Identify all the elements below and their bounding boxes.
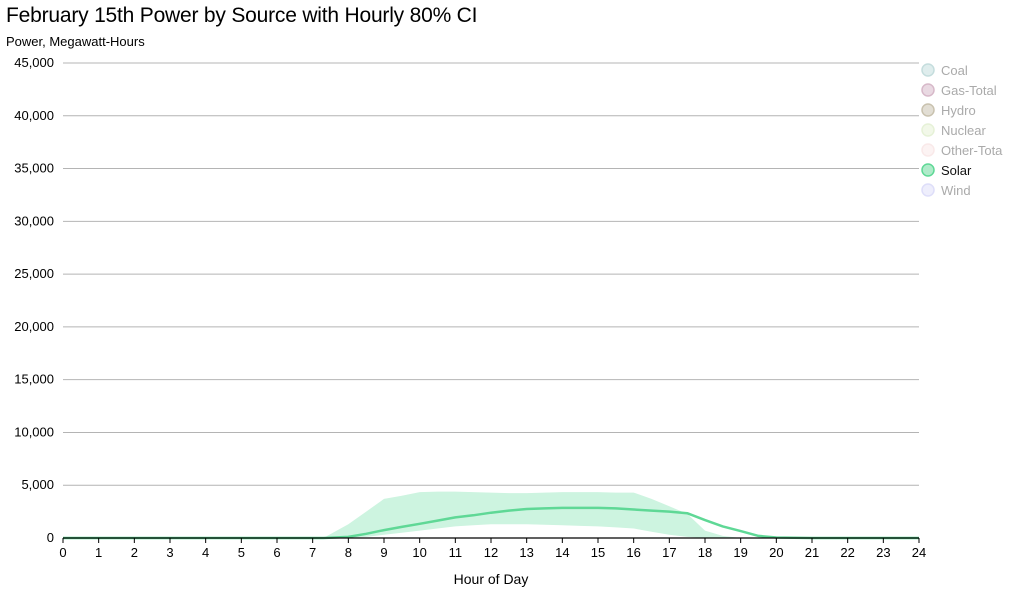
x-tick-label: 14 xyxy=(555,545,569,560)
x-tick-label: 3 xyxy=(166,545,173,560)
y-tick-label: 35,000 xyxy=(14,161,54,176)
legend-marker xyxy=(921,143,935,157)
legend-marker xyxy=(921,163,935,177)
legend-label: Coal xyxy=(941,63,968,78)
y-tick-label: 10,000 xyxy=(14,424,54,439)
legend-label: Other-Tota xyxy=(941,143,1003,158)
y-tick-label: 20,000 xyxy=(14,319,54,334)
y-tick-label: 15,000 xyxy=(14,372,54,387)
x-tick-label: 21 xyxy=(805,545,819,560)
chart-title: February 15th Power by Source with Hourl… xyxy=(6,4,478,27)
x-tick-label: 5 xyxy=(238,545,245,560)
x-tick-label: 7 xyxy=(309,545,316,560)
legend-item-other-tota[interactable]: Other-Tota xyxy=(921,143,1003,158)
x-tick-label: 24 xyxy=(912,545,926,560)
x-tick-label: 18 xyxy=(698,545,712,560)
x-tick-label: 19 xyxy=(733,545,747,560)
x-tick-label: 23 xyxy=(876,545,890,560)
legend-marker xyxy=(921,63,935,77)
x-tick-label: 10 xyxy=(412,545,426,560)
legend-marker xyxy=(921,123,935,137)
x-tick-label: 6 xyxy=(273,545,280,560)
x-tick-label: 15 xyxy=(591,545,605,560)
legend-label: Wind xyxy=(941,183,971,198)
x-tick-label: 2 xyxy=(131,545,138,560)
axes: 0 5,000 10,000 15,000 20,000 25,000 30,000 35,0… xyxy=(14,55,926,587)
chart-subtitle: Power, Megawatt-Hours xyxy=(6,34,145,49)
legend[interactable]: Coal Gas-Total Hydro Nuclear Other-Tota Solar… xyxy=(921,63,1003,198)
legend-item-wind[interactable]: Wind xyxy=(921,183,971,198)
x-tick-label: 12 xyxy=(484,545,498,560)
ci-bands xyxy=(63,491,919,538)
x-axis-title: Hour of Day xyxy=(454,571,529,587)
ci-band-solar xyxy=(63,491,919,538)
x-tick-label: 4 xyxy=(202,545,209,560)
legend-marker xyxy=(921,103,935,117)
x-tick-label: 20 xyxy=(769,545,783,560)
legend-marker xyxy=(921,83,935,97)
y-tick-label: 30,000 xyxy=(14,213,54,228)
y-tick-label: 45,000 xyxy=(14,55,54,70)
x-tick-label: 8 xyxy=(345,545,352,560)
x-tick-label: 13 xyxy=(519,545,533,560)
grid-lines xyxy=(63,62,919,486)
y-tick-label: 25,000 xyxy=(14,266,54,281)
legend-label: Hydro xyxy=(941,103,976,118)
legend-item-nuclear[interactable]: Nuclear xyxy=(921,123,986,138)
y-tick-label: 0 xyxy=(47,530,54,545)
x-tick-label: 1 xyxy=(95,545,102,560)
x-tick-label: 22 xyxy=(840,545,854,560)
legend-item-coal[interactable]: Coal xyxy=(921,63,968,78)
y-tick-label: 40,000 xyxy=(14,108,54,123)
legend-item-gas-total[interactable]: Gas-Total xyxy=(921,83,997,98)
x-tick-label: 11 xyxy=(449,545,463,560)
x-tick-label: 17 xyxy=(662,545,676,560)
legend-label: Solar xyxy=(941,163,972,178)
legend-label: Nuclear xyxy=(941,123,986,138)
legend-item-hydro[interactable]: Hydro xyxy=(921,103,976,118)
x-tick-label: 9 xyxy=(380,545,387,560)
x-tick-label: 0 xyxy=(59,545,66,560)
legend-item-solar[interactable]: Solar xyxy=(921,163,972,178)
y-tick-label: 5,000 xyxy=(21,477,54,492)
legend-marker xyxy=(921,183,935,197)
x-tick-label: 16 xyxy=(626,545,640,560)
legend-label: Gas-Total xyxy=(941,83,997,98)
